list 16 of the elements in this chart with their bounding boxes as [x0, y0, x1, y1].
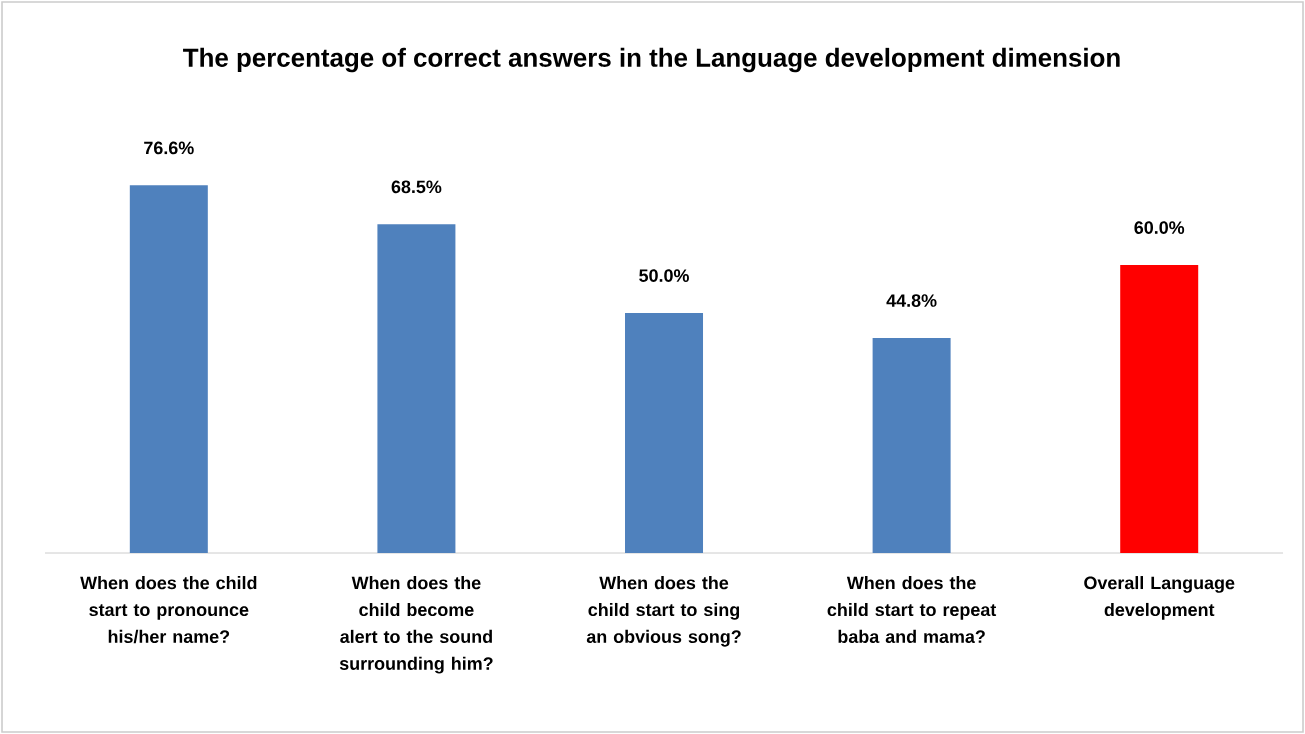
- data-label: 50.0%: [639, 269, 689, 282]
- bar: [377, 224, 456, 553]
- bar: [872, 337, 951, 553]
- bar: [625, 312, 704, 553]
- chart-title: The percentage of correct answers in the Language development dimension: [183, 47, 1120, 73]
- x-tick-label: When does the child start to repeat baba and mama?: [827, 576, 997, 644]
- x-tick-label: When does the child start to sing an obvious song?: [586, 576, 741, 647]
- x-tick-label: When does the child become alert to the sound surrounding him?: [339, 576, 493, 674]
- bar: [1120, 264, 1199, 553]
- data-label: 68.5%: [391, 180, 442, 194]
- data-label: 60.0%: [1134, 221, 1185, 234]
- bar: [129, 185, 208, 553]
- x-tick-label: Overall Language development: [1084, 576, 1235, 620]
- data-label: 76.6%: [144, 141, 194, 155]
- data-label: 44.8%: [886, 294, 937, 307]
- x-tick-label: When does the child start to pronounce his/her name?: [80, 576, 257, 644]
